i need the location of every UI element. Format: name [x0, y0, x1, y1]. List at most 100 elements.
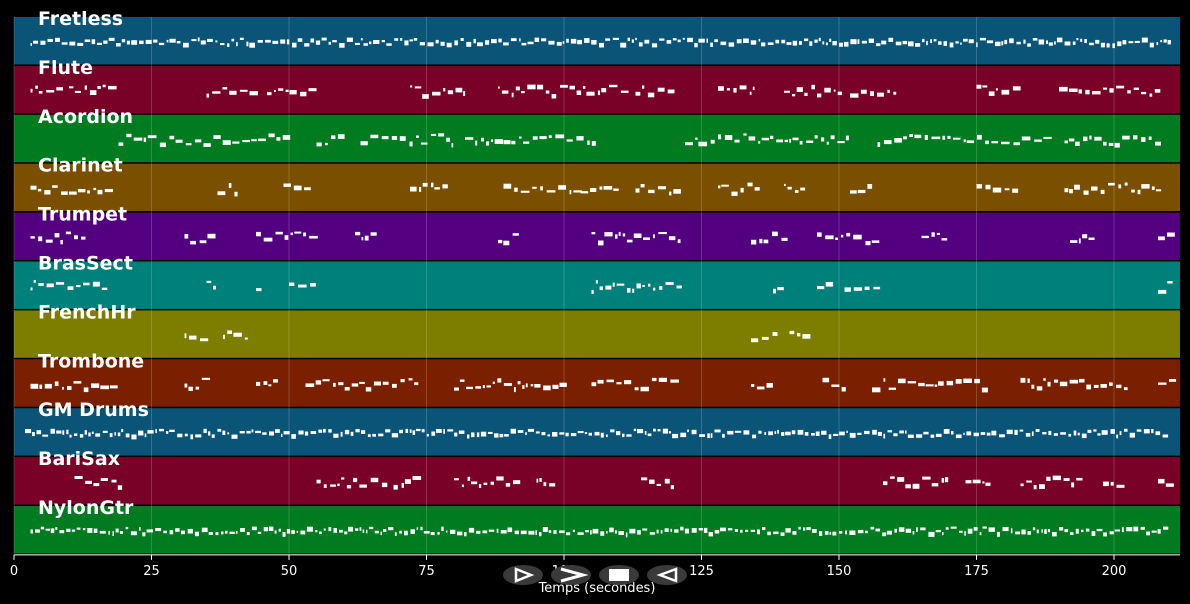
note [208, 431, 211, 436]
note [616, 431, 621, 436]
note [201, 377, 211, 380]
note [273, 379, 278, 383]
note [1041, 529, 1043, 533]
note [221, 531, 224, 535]
note [258, 138, 266, 142]
note [1082, 234, 1088, 239]
note [207, 38, 213, 42]
note [139, 527, 141, 531]
note [606, 531, 608, 534]
note [973, 527, 978, 531]
note [785, 431, 791, 436]
note [71, 529, 76, 532]
note [100, 385, 109, 390]
note [394, 532, 397, 536]
note [45, 528, 50, 531]
note [492, 381, 495, 384]
note [603, 186, 613, 190]
note [437, 532, 440, 535]
note [580, 191, 589, 194]
note [982, 481, 985, 484]
note [374, 530, 379, 534]
note [543, 482, 547, 487]
note [1089, 42, 1094, 46]
note [304, 43, 310, 47]
note [97, 189, 103, 195]
note [468, 527, 475, 533]
note [108, 530, 110, 535]
note [1108, 182, 1115, 186]
track-lane: Clarinet [14, 155, 1180, 212]
play-from-start-button[interactable] [503, 565, 543, 585]
note [1081, 529, 1084, 533]
note [144, 433, 147, 438]
note [584, 38, 590, 43]
note [338, 382, 344, 386]
note [119, 531, 123, 534]
note [1133, 87, 1139, 90]
note [131, 40, 138, 45]
stop-button[interactable] [599, 565, 639, 585]
note [239, 37, 244, 40]
note [504, 434, 509, 437]
note [736, 39, 742, 44]
note [548, 40, 555, 45]
note [698, 141, 708, 147]
note [1015, 531, 1021, 535]
note [1027, 378, 1030, 383]
note [976, 184, 982, 189]
note [1084, 39, 1087, 44]
note [950, 526, 957, 529]
note [1038, 39, 1045, 45]
note [323, 428, 326, 433]
note [278, 528, 281, 532]
track-background [14, 212, 1180, 260]
note [74, 476, 83, 479]
note [207, 233, 216, 239]
note [430, 532, 435, 536]
note [44, 190, 51, 195]
track-label: NylonGtr [38, 497, 134, 519]
note [454, 387, 459, 391]
note [408, 378, 413, 381]
note [267, 92, 272, 96]
note [714, 39, 718, 43]
rewind-button[interactable] [647, 565, 687, 585]
note [534, 384, 541, 388]
note [951, 431, 954, 435]
track-label: Flute [38, 57, 93, 79]
note [87, 190, 90, 194]
note [83, 282, 90, 286]
note [606, 379, 614, 383]
note [660, 530, 663, 534]
note [133, 137, 143, 141]
note [274, 90, 276, 92]
note [1151, 186, 1155, 190]
note [959, 530, 963, 533]
note [69, 86, 74, 89]
note [908, 41, 914, 47]
note [361, 236, 364, 241]
note [653, 234, 655, 239]
note [941, 238, 948, 241]
note [175, 528, 180, 532]
note [659, 38, 665, 41]
note [527, 41, 534, 45]
note [925, 384, 934, 387]
note [669, 191, 672, 196]
note [88, 432, 91, 437]
note [65, 231, 71, 235]
note [634, 387, 639, 391]
note [960, 42, 962, 45]
note [710, 139, 715, 144]
note [665, 282, 674, 285]
note [1052, 475, 1061, 481]
note [811, 529, 817, 533]
note [1158, 289, 1167, 294]
note [1056, 37, 1063, 43]
note [40, 526, 45, 530]
note [680, 526, 684, 531]
note [1109, 531, 1114, 535]
note [291, 434, 296, 439]
play-button[interactable] [551, 565, 591, 585]
